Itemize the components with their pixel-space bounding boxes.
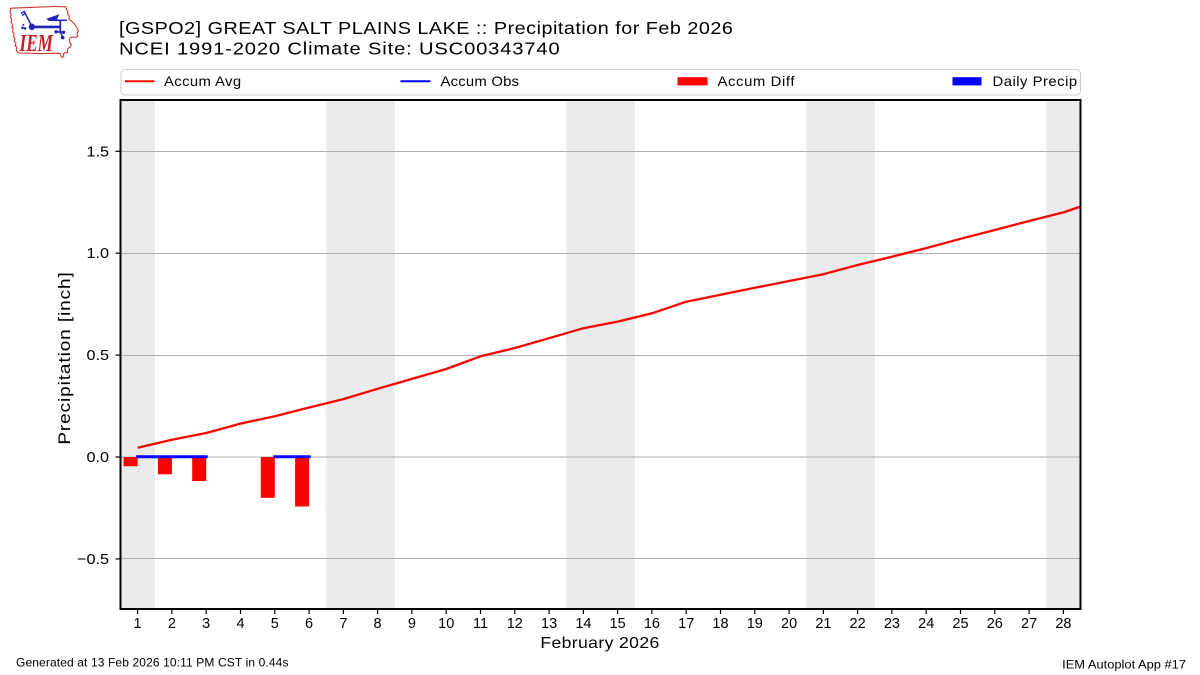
svg-text:1.5: 1.5 [86, 144, 109, 160]
svg-text:Accum Obs: Accum Obs [441, 74, 520, 89]
svg-text:3: 3 [202, 616, 210, 632]
svg-text:February 2026: February 2026 [540, 634, 659, 652]
svg-text:28: 28 [1055, 616, 1071, 632]
svg-text:2: 2 [168, 616, 176, 632]
svg-text:6: 6 [305, 616, 313, 632]
svg-text:21: 21 [815, 616, 831, 632]
svg-text:Daily Precip: Daily Precip [993, 74, 1078, 89]
svg-text:15: 15 [610, 616, 626, 632]
svg-text:[GSPO2] GREAT SALT PLAINS LAKE: [GSPO2] GREAT SALT PLAINS LAKE :: Precip… [119, 19, 733, 39]
svg-text:Precipitation [inch]: Precipitation [inch] [55, 271, 74, 444]
svg-text:1: 1 [134, 616, 142, 632]
svg-text:27: 27 [1021, 616, 1037, 632]
svg-text:18: 18 [712, 616, 728, 632]
svg-text:17: 17 [678, 616, 694, 632]
svg-text:13: 13 [541, 616, 557, 632]
svg-text:0.0: 0.0 [86, 450, 109, 466]
svg-text:10: 10 [438, 616, 454, 632]
svg-text:7: 7 [339, 616, 347, 632]
svg-text:20: 20 [781, 616, 797, 632]
svg-text:Generated at 13 Feb 2026 10:11: Generated at 13 Feb 2026 10:11 PM CST in… [16, 656, 289, 670]
svg-text:24: 24 [918, 616, 934, 632]
svg-text:12: 12 [507, 616, 523, 632]
svg-text:8: 8 [374, 616, 382, 632]
svg-text:23: 23 [884, 616, 900, 632]
svg-text:Accum Avg: Accum Avg [164, 74, 241, 89]
svg-text:1.0: 1.0 [86, 246, 109, 262]
svg-text:4: 4 [236, 616, 244, 632]
svg-text:16: 16 [644, 616, 660, 632]
svg-text:0.5: 0.5 [86, 348, 109, 364]
svg-text:IEM: IEM [19, 30, 54, 57]
svg-text:−0.5: −0.5 [77, 551, 109, 567]
svg-text:14: 14 [575, 616, 591, 632]
svg-text:NCEI 1991-2020 Climate Site: U: NCEI 1991-2020 Climate Site: USC00343740 [119, 39, 560, 59]
svg-text:19: 19 [747, 616, 763, 632]
svg-text:25: 25 [952, 616, 968, 632]
svg-text:11: 11 [473, 616, 488, 632]
svg-text:9: 9 [408, 616, 416, 632]
svg-text:5: 5 [271, 616, 279, 632]
svg-text:Accum Diff: Accum Diff [718, 74, 796, 89]
svg-text:26: 26 [987, 616, 1003, 632]
svg-text:IEM Autoplot App #17: IEM Autoplot App #17 [1062, 658, 1186, 671]
svg-text:22: 22 [850, 616, 866, 632]
